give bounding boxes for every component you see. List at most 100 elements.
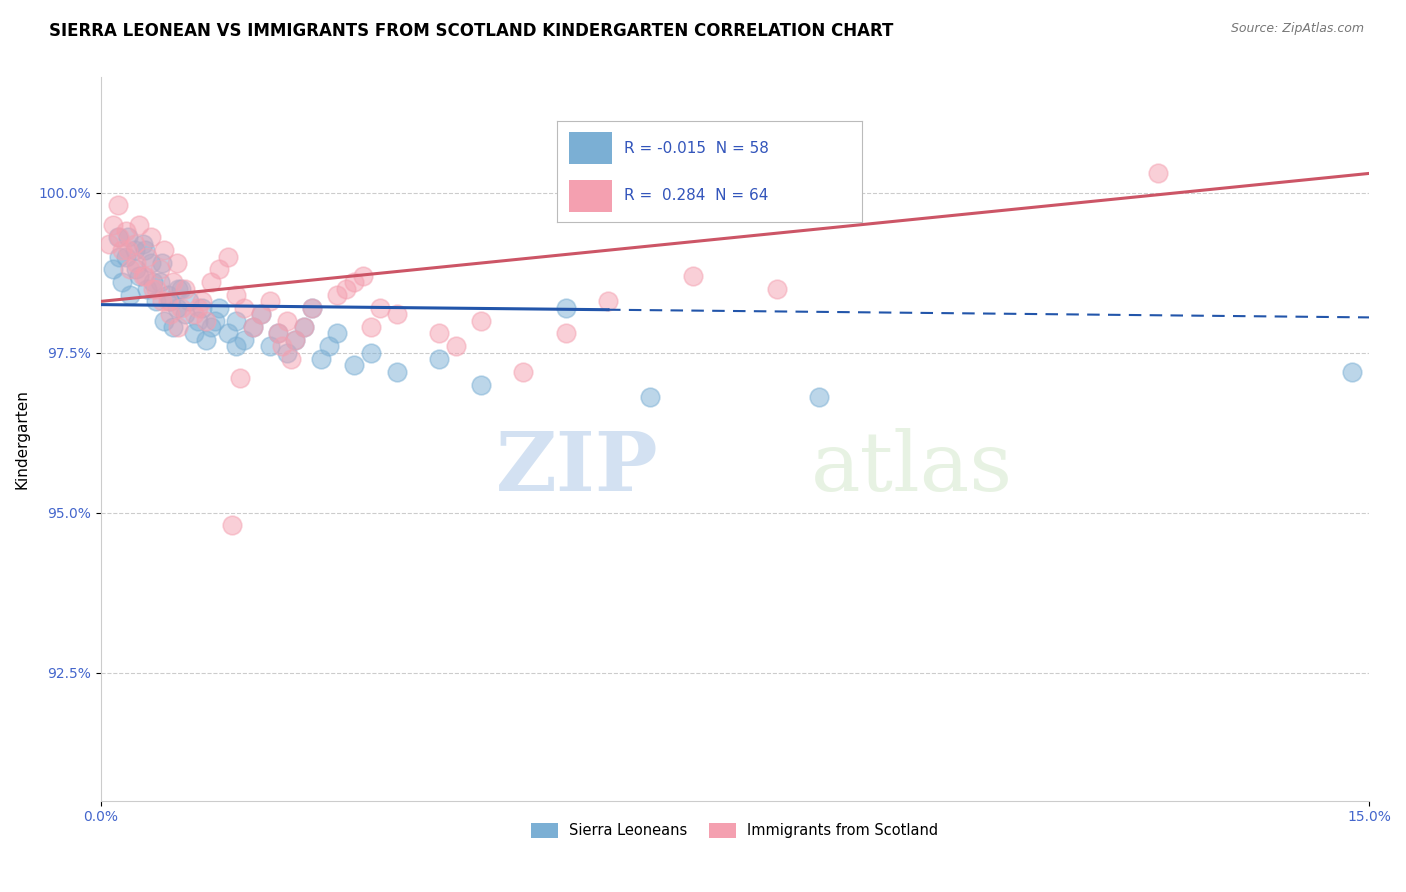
Point bbox=[280, 351, 302, 366]
Point bbox=[208, 301, 231, 315]
Point bbox=[124, 244, 146, 258]
Point bbox=[108, 230, 131, 244]
Point bbox=[271, 339, 294, 353]
Point bbox=[167, 320, 190, 334]
Point bbox=[242, 320, 264, 334]
Point bbox=[150, 294, 173, 309]
Point bbox=[808, 391, 831, 405]
Point bbox=[128, 218, 150, 232]
Point bbox=[360, 320, 382, 334]
Point bbox=[183, 326, 205, 341]
Point bbox=[132, 236, 155, 251]
Point bbox=[125, 256, 148, 270]
Point bbox=[141, 230, 163, 244]
Point bbox=[208, 262, 231, 277]
Point bbox=[149, 275, 172, 289]
Point bbox=[292, 320, 315, 334]
Point bbox=[385, 307, 408, 321]
Point bbox=[512, 365, 534, 379]
Legend: Sierra Leoneans, Immigrants from Scotland: Sierra Leoneans, Immigrants from Scotlan… bbox=[526, 817, 945, 844]
Point bbox=[284, 333, 307, 347]
Point bbox=[318, 339, 340, 353]
Point bbox=[301, 301, 323, 315]
Point bbox=[284, 333, 307, 347]
Point bbox=[103, 262, 125, 277]
Point bbox=[187, 313, 209, 327]
Point bbox=[125, 262, 148, 277]
Point bbox=[150, 256, 173, 270]
Point bbox=[259, 294, 281, 309]
Point bbox=[554, 326, 576, 341]
Point bbox=[444, 339, 467, 353]
Point bbox=[136, 282, 159, 296]
Point bbox=[153, 244, 176, 258]
Point bbox=[145, 282, 167, 296]
Point bbox=[233, 333, 256, 347]
Point bbox=[124, 236, 146, 251]
Point bbox=[200, 320, 222, 334]
Point bbox=[470, 377, 492, 392]
Point bbox=[309, 351, 332, 366]
Point bbox=[217, 250, 239, 264]
Point bbox=[596, 294, 619, 309]
Point bbox=[128, 268, 150, 283]
Point bbox=[120, 288, 142, 302]
Point bbox=[166, 301, 188, 315]
Point bbox=[242, 320, 264, 334]
Point bbox=[187, 301, 209, 315]
Point bbox=[335, 282, 357, 296]
Point bbox=[343, 275, 366, 289]
Point bbox=[120, 262, 142, 277]
Point bbox=[174, 307, 197, 321]
Point bbox=[179, 294, 201, 309]
Point bbox=[276, 345, 298, 359]
Point bbox=[134, 244, 156, 258]
Point bbox=[145, 294, 167, 309]
Point bbox=[200, 275, 222, 289]
Point bbox=[682, 268, 704, 283]
Y-axis label: Kindergarten: Kindergarten bbox=[15, 389, 30, 489]
Point bbox=[195, 333, 218, 347]
Point bbox=[225, 288, 247, 302]
Point bbox=[352, 268, 374, 283]
Point bbox=[250, 307, 273, 321]
Point bbox=[385, 365, 408, 379]
Text: SIERRA LEONEAN VS IMMIGRANTS FROM SCOTLAND KINDERGARTEN CORRELATION CHART: SIERRA LEONEAN VS IMMIGRANTS FROM SCOTLA… bbox=[49, 22, 894, 40]
Text: Source: ZipAtlas.com: Source: ZipAtlas.com bbox=[1230, 22, 1364, 36]
Point bbox=[157, 294, 180, 309]
Point bbox=[142, 275, 165, 289]
Point bbox=[326, 326, 349, 341]
Point bbox=[1341, 365, 1364, 379]
Point bbox=[250, 307, 273, 321]
Point bbox=[107, 230, 129, 244]
Point bbox=[427, 326, 450, 341]
Point bbox=[217, 326, 239, 341]
Point bbox=[276, 313, 298, 327]
Point bbox=[170, 301, 193, 315]
Point bbox=[183, 307, 205, 321]
Point bbox=[162, 275, 184, 289]
Point bbox=[554, 301, 576, 315]
Point bbox=[195, 313, 218, 327]
Point bbox=[98, 236, 121, 251]
Point bbox=[159, 294, 181, 309]
Point bbox=[191, 301, 214, 315]
Point bbox=[470, 313, 492, 327]
Point bbox=[115, 224, 138, 238]
Point bbox=[368, 301, 391, 315]
Point bbox=[132, 268, 155, 283]
Point bbox=[1146, 166, 1168, 180]
Point bbox=[111, 244, 134, 258]
Text: atlas: atlas bbox=[811, 428, 1014, 508]
Point bbox=[292, 320, 315, 334]
Point bbox=[259, 339, 281, 353]
Point bbox=[107, 198, 129, 212]
Text: ZIP: ZIP bbox=[496, 428, 659, 508]
Point bbox=[115, 250, 138, 264]
Point bbox=[233, 301, 256, 315]
Point bbox=[159, 307, 181, 321]
Point bbox=[117, 230, 139, 244]
Point bbox=[166, 256, 188, 270]
Point bbox=[167, 282, 190, 296]
Point bbox=[191, 294, 214, 309]
